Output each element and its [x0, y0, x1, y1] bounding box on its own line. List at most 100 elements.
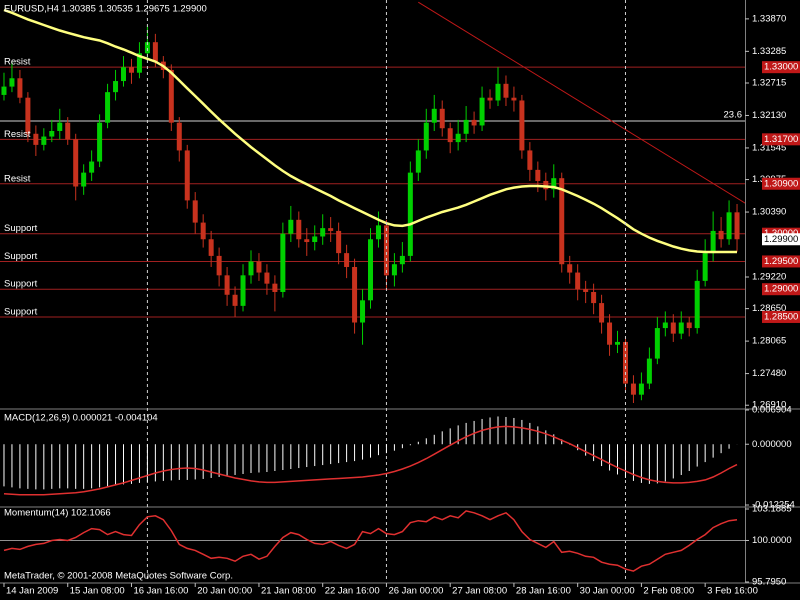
candle-body — [344, 253, 350, 268]
candle-body — [136, 53, 142, 73]
candle-body — [479, 97, 485, 126]
candle-body — [535, 169, 541, 181]
level-name: Resist — [4, 57, 31, 68]
candle-body — [599, 303, 605, 323]
candle-body — [232, 294, 238, 306]
level-tag-label: 1.33000 — [764, 62, 798, 73]
plot-area — [0, 1, 745, 404]
candle-body — [208, 239, 214, 256]
level-name: Support — [4, 306, 38, 317]
y-tick-label: 0.000000 — [752, 439, 792, 450]
macd-title: MACD(12,26,9) 0.000021 -0.004104 — [4, 413, 158, 424]
candle-body — [224, 275, 230, 295]
candle-body — [654, 328, 660, 359]
x-tick-label: 2 Feb 08:00 — [643, 586, 694, 597]
candle-body — [646, 358, 652, 384]
y-tick-label: 0.006904 — [752, 405, 792, 416]
level-tag-label: 1.29500 — [764, 256, 798, 267]
candle-body — [57, 122, 63, 132]
candle-body — [1, 86, 7, 95]
level-tag-label: 1.30900 — [764, 178, 798, 189]
level-tag — [762, 61, 800, 74]
current-price-label: 1.29900 — [764, 234, 798, 245]
candle-body — [423, 122, 429, 151]
y-tick-label: 100.0000 — [752, 535, 792, 546]
candle-body — [312, 236, 318, 243]
y-tick-label: 1.30390 — [752, 207, 786, 218]
level-tag — [762, 255, 800, 268]
level-name: Resist — [4, 173, 31, 184]
y-tick-label: 1.28065 — [752, 336, 786, 347]
trendline — [418, 1, 745, 204]
candle-body — [551, 178, 557, 190]
candle-body — [694, 280, 700, 329]
candle-body — [280, 233, 286, 292]
candle-body — [519, 100, 525, 151]
candle-body — [495, 83, 501, 101]
fib-label: 23.6 — [724, 110, 743, 121]
y-tick-label: 1.32715 — [752, 78, 786, 89]
moving-average — [3, 8, 737, 254]
candle-body — [97, 122, 103, 162]
momentum-line — [3, 510, 738, 572]
candle-body — [447, 128, 453, 143]
candle-body — [9, 78, 15, 87]
candle-body — [336, 230, 342, 254]
candle-body — [686, 322, 692, 329]
candle-body — [439, 108, 445, 129]
candle-body — [256, 261, 262, 273]
candle-body — [383, 225, 389, 276]
macd-signal — [3, 425, 738, 496]
candle-body — [360, 300, 366, 323]
candle-body — [105, 92, 111, 123]
y-tick-label: 103.1885 — [752, 504, 792, 515]
candle-body — [128, 67, 134, 73]
candle-body — [375, 225, 381, 240]
x-tick-label: 20 Jan 00:00 — [197, 586, 252, 597]
candle-body — [487, 97, 493, 101]
level-tag — [762, 283, 800, 296]
x-tick-label: 22 Jan 16:00 — [325, 586, 380, 597]
level-tag — [762, 133, 800, 146]
candle-body — [352, 267, 358, 323]
candle-body — [176, 122, 182, 151]
candle-body — [607, 322, 613, 345]
candle-body — [678, 322, 684, 334]
candle-body — [702, 253, 708, 281]
y-tick-label: 1.33285 — [752, 46, 786, 57]
candle-body — [240, 275, 246, 306]
candle-body — [726, 212, 732, 240]
candle-body — [320, 228, 326, 237]
x-tick-label: 16 Jan 16:00 — [133, 586, 188, 597]
x-tick-label: 26 Jan 00:00 — [388, 586, 443, 597]
candle-body — [184, 150, 190, 201]
candle-body — [73, 139, 79, 187]
candle-body — [304, 239, 310, 243]
candle-body — [152, 42, 158, 62]
current-price-tag — [762, 233, 800, 246]
x-tick-label: 15 Jan 08:00 — [70, 586, 125, 597]
candle-body — [431, 108, 437, 123]
level-tag-label: 1.31700 — [764, 134, 798, 145]
candle-body — [264, 272, 270, 284]
x-tick-label: 21 Jan 08:00 — [261, 586, 316, 597]
candle-body — [272, 283, 278, 292]
candle-body — [710, 230, 716, 254]
candle-body — [543, 180, 549, 190]
y-tick-label: 1.26910 — [752, 400, 786, 411]
candle-body — [415, 150, 421, 173]
candle-body — [41, 136, 47, 145]
candle-body — [463, 119, 469, 134]
candle-body — [527, 150, 533, 170]
y-tick-label: 1.28650 — [752, 303, 786, 314]
candle-body — [17, 78, 23, 98]
candle-body — [296, 219, 302, 240]
candle-body — [662, 322, 668, 329]
candle-body — [328, 228, 334, 231]
candle-body — [559, 178, 565, 265]
level-tag-label: 1.29000 — [764, 284, 798, 295]
candle-body — [591, 291, 597, 304]
x-tick-label: 3 Feb 16:00 — [707, 586, 758, 597]
